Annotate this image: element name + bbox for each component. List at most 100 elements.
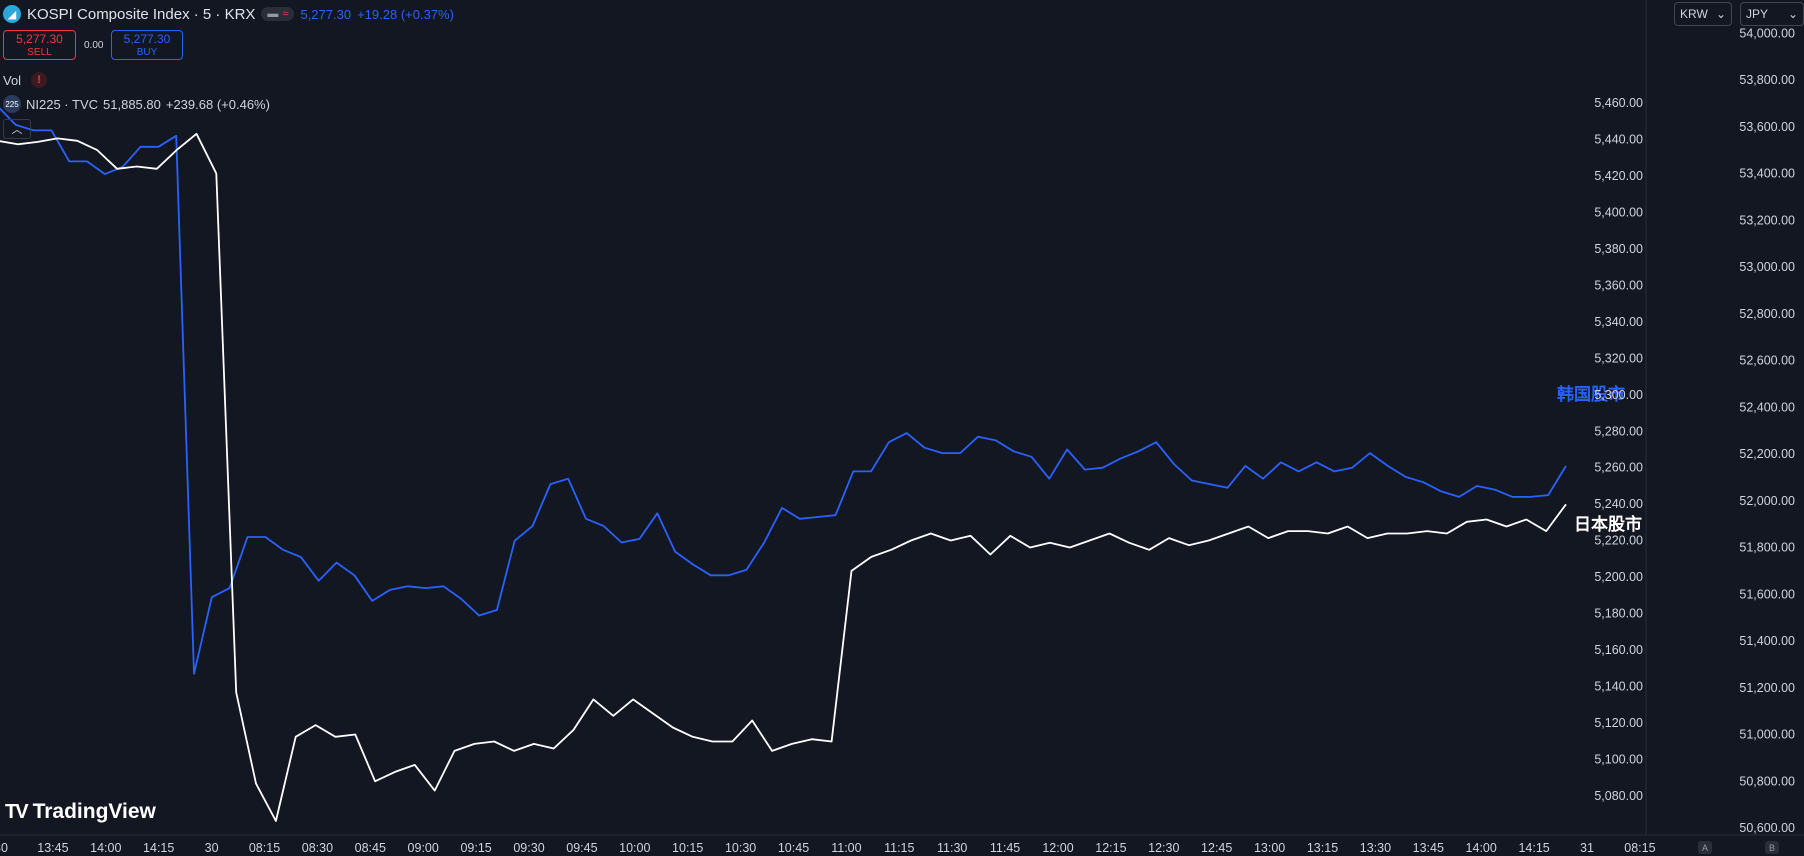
spread-value: 0.00 — [84, 40, 104, 51]
left-axis-tick: 5,260.00 — [1594, 461, 1643, 475]
time-axis-tick: 30 — [205, 841, 219, 855]
sell-button[interactable]: 5,277.30 SELL — [3, 30, 76, 60]
series-line-0[interactable] — [0, 107, 1567, 675]
currency-krw-label: KRW — [1680, 7, 1708, 21]
kospi-logo-icon: ◢ — [3, 5, 21, 23]
series-label-0: 韩国股市 — [1557, 384, 1625, 405]
overlay-value: 51,885.80 — [103, 96, 161, 112]
time-axis-tick: 12:45 — [1201, 841, 1232, 855]
brand-name: TradingView — [32, 800, 156, 823]
ni225-logo-icon: 225 — [3, 95, 21, 113]
time-axis-tick: 14:15 — [143, 841, 174, 855]
tradingview-logo[interactable]: TV TradingView — [5, 800, 156, 824]
overlay-symbol[interactable]: NI225 · TVC — [26, 96, 99, 112]
right-axis-tick: 52,000.00 — [1739, 494, 1795, 508]
auto-scale-button-b[interactable]: B — [1765, 841, 1779, 854]
warning-icon[interactable]: ! — [31, 72, 48, 88]
left-axis-tick: 5,300.00 — [1594, 388, 1643, 402]
buy-price: 5,277.30 — [123, 32, 171, 46]
time-axis-tick: 12:00 — [1042, 841, 1073, 855]
time-axis-tick: 08:15 — [249, 841, 280, 855]
left-price-axis[interactable]: 5,460.00 5,440.00 5,420.00 5,400.00 5,380.00… — [1594, 0, 1647, 835]
chart-header: ◢ KOSPI Composite Index · 5 · KRX ▬ ≈ 5,… — [3, 5, 454, 23]
left-axis-tick: 5,080.00 — [1594, 789, 1643, 803]
time-axis-tick: 30 — [0, 841, 8, 855]
time-axis-tick: 14:00 — [1466, 841, 1497, 855]
header-change: +19.28 (+0.37%) — [357, 6, 454, 22]
right-axis-tick: 52,800.00 — [1739, 307, 1795, 321]
chevron-down-icon: ⌄ — [1787, 7, 1798, 21]
right-axis-tick: 51,600.00 — [1739, 587, 1795, 601]
time-axis-tick: 11:15 — [884, 841, 914, 855]
left-axis-tick: 5,460.00 — [1594, 96, 1643, 110]
symbol-title[interactable]: KOSPI Composite Index · 5 · KRX — [27, 5, 256, 23]
time-axis-tick: 13:15 — [1307, 841, 1338, 855]
time-axis-tick: 09:45 — [566, 841, 597, 855]
indicator-pill[interactable]: ▬ ≈ — [261, 7, 295, 21]
time-axis-tick: 10:00 — [619, 841, 650, 855]
time-axis-tick: 09:15 — [460, 841, 491, 855]
collapse-legend-button[interactable]: ︿ — [3, 119, 31, 139]
auto-scale-button-a[interactable]: A — [1698, 841, 1712, 854]
header-price: 5,277.30 — [300, 6, 352, 22]
right-price-axis[interactable]: 54,000.00 53,800.00 53,600.00 53,400.00 53,2… — [1739, 26, 1795, 835]
right-axis-tick: 53,400.00 — [1739, 167, 1795, 181]
left-axis-tick: 5,420.00 — [1594, 169, 1643, 183]
time-axis-tick: 14:15 — [1518, 841, 1549, 855]
time-axis-tick: 08:45 — [355, 841, 386, 855]
sell-label: SELL — [27, 47, 52, 58]
left-axis-tick: 5,140.00 — [1594, 680, 1643, 694]
right-axis-tick: 53,200.00 — [1739, 213, 1795, 227]
left-axis-tick: 5,220.00 — [1594, 534, 1643, 548]
time-axis-tick: 12:15 — [1095, 841, 1126, 855]
left-axis-tick: 5,120.00 — [1594, 716, 1643, 730]
left-axis-tick: 5,160.00 — [1594, 643, 1643, 657]
time-axis-tick: 09:30 — [513, 841, 544, 855]
time-axis-tick: 13:45 — [1413, 841, 1444, 855]
right-axis-tick: 51,200.00 — [1739, 681, 1795, 695]
overlay-change: +239.68 (+0.46%) — [165, 96, 270, 112]
chevron-down-icon: ⌄ — [1715, 7, 1726, 21]
time-axis-tick: 09:00 — [408, 841, 439, 855]
right-axis-tick: 52,200.00 — [1739, 447, 1795, 461]
overlay-legend[interactable]: 225 NI225 · TVC 51,885.80 +239.68 (+0.46… — [3, 95, 270, 113]
volume-legend[interactable]: Vol ! — [3, 72, 48, 88]
time-axis-tick: 31 — [1580, 841, 1594, 855]
left-axis-tick: 5,340.00 — [1594, 315, 1643, 329]
time-axis-tick: 10:45 — [778, 841, 809, 855]
time-axis-tick: 11:30 — [937, 841, 967, 855]
right-axis-tick: 51,400.00 — [1739, 634, 1795, 648]
time-axis-tick: 13:30 — [1360, 841, 1391, 855]
time-axis[interactable]: 30 13:45 14:00 14:15 30 08:15 08:30 08:45 09:00 0… — [0, 834, 1804, 855]
buy-button[interactable]: 5,277.30 BUY — [111, 30, 183, 60]
right-axis-tick: 53,000.00 — [1739, 260, 1795, 274]
left-axis-tick: 5,240.00 — [1594, 497, 1643, 511]
right-axis-tick: 52,600.00 — [1739, 354, 1795, 368]
currency-select-jpy[interactable]: JPY ⌄ — [1740, 2, 1804, 26]
time-axis-tick: 08:30 — [302, 841, 333, 855]
chevron-up-icon: ︿ — [11, 124, 23, 136]
volume-label: Vol — [3, 72, 22, 88]
right-axis-tick: 54,000.00 — [1739, 26, 1795, 40]
buy-label: BUY — [136, 47, 158, 58]
left-axis-tick: 5,380.00 — [1594, 242, 1643, 256]
left-axis-tick: 5,180.00 — [1594, 607, 1643, 621]
currency-select-krw[interactable]: KRW ⌄ — [1674, 2, 1732, 26]
time-axis-tick: 10:15 — [672, 841, 703, 855]
tradingview-mark-icon: TV — [5, 800, 29, 823]
time-axis-tick: 08:15 — [1624, 841, 1655, 855]
left-axis-tick: 5,400.00 — [1594, 205, 1643, 219]
time-axis-tick: 12:30 — [1148, 841, 1179, 855]
dash-icon: ▬ — [267, 8, 279, 20]
series-line-1[interactable] — [0, 132, 1567, 822]
sell-price: 5,277.30 — [16, 32, 63, 46]
time-axis-tick: 11:45 — [990, 841, 1020, 855]
time-axis-tick: 13:45 — [37, 841, 68, 855]
right-axis-tick: 53,800.00 — [1739, 73, 1795, 87]
time-axis-tick: 14:00 — [90, 841, 121, 855]
left-axis-tick: 5,320.00 — [1594, 351, 1643, 365]
right-axis-tick: 53,600.00 — [1739, 120, 1795, 134]
left-axis-tick: 5,100.00 — [1594, 753, 1643, 767]
time-axis-tick: 11:00 — [831, 841, 861, 855]
